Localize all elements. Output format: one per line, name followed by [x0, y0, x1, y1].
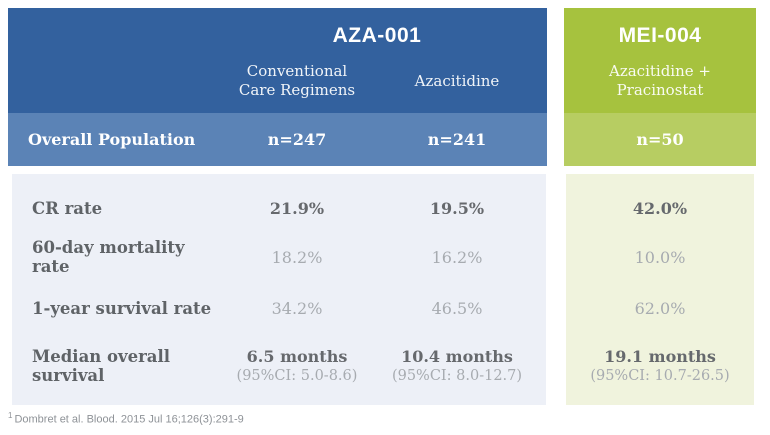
- column-header-line: Azacitidine +: [609, 62, 711, 80]
- value-main: 19.1 months: [604, 346, 716, 366]
- value-confidence-interval: (95%CI: 8.0-12.7): [391, 367, 523, 384]
- value-cell: 16.2%: [431, 247, 483, 267]
- column-header-line: Azacitidine: [414, 71, 500, 90]
- value-cell: 34.2%: [271, 298, 323, 318]
- column-header-line: Pracinostat: [616, 81, 704, 99]
- table-row-median-overall-survival: 19.1 months (95%CI: 10.7-26.5): [566, 334, 754, 398]
- mei-004-overall-population-row: n=50: [564, 113, 756, 166]
- column-header-line: Conventional: [246, 62, 348, 80]
- value-cell: 6.5 months (95%CI: 5.0-8.6): [217, 346, 377, 385]
- table-row-1-year-survival: 1-year survival rate 34.2% 46.5%: [12, 282, 546, 334]
- column-header-azacitidine-pracinostat: Azacitidine + Pracinostat: [564, 58, 756, 104]
- value-confidence-interval: (95%CI: 5.0-8.6): [236, 367, 358, 384]
- column-header-conventional-care-regimens: Conventional Care Regimens: [217, 58, 377, 104]
- n-value-azacitidine: n=241: [427, 130, 487, 149]
- table-row-cr-rate: CR rate 21.9% 19.5%: [12, 184, 546, 232]
- aza-001-data-panel: CR rate 21.9% 19.5% 60-day mortality rat…: [12, 174, 546, 405]
- footnote-text: Dombret et al. Blood. 2015 Jul 16;126(3)…: [14, 413, 244, 426]
- table-row-median-overall-survival: Median overall survival 6.5 months (95%C…: [12, 334, 546, 398]
- table-row-1-year-survival: 62.0%: [566, 282, 754, 334]
- n-value-conventional-care: n=247: [267, 130, 327, 149]
- value-cell: 21.9%: [269, 198, 325, 218]
- n-value-azacitidine-pracinostat: n=50: [636, 130, 684, 149]
- aza-001-overall-population-row: Overall Population n=247 n=241: [8, 113, 547, 166]
- mei-004-header-panel: MEI-004 Azacitidine + Pracinostat: [564, 8, 756, 113]
- value-main: 10.4 months: [401, 346, 513, 366]
- aza-001-header-panel: AZA-001 Conventional Care Regimens Azaci…: [8, 8, 547, 113]
- value-main: 6.5 months: [246, 346, 348, 366]
- row-label: 60-day mortality rate: [32, 238, 185, 276]
- aza-001-title: AZA-001: [332, 24, 422, 47]
- value-cell: 10.4 months (95%CI: 8.0-12.7): [377, 346, 537, 385]
- mei-004-title: MEI-004: [618, 24, 702, 47]
- table-row-cr-rate: 42.0%: [566, 184, 754, 232]
- footnote-marker: 1: [8, 411, 13, 420]
- value-cell: 46.5%: [431, 298, 483, 318]
- value-cell: 62.0%: [634, 298, 686, 318]
- row-label: Median overall survival: [32, 347, 171, 385]
- value-cell: 19.1 months (95%CI: 10.7-26.5): [566, 346, 754, 385]
- column-header-line: Care Regimens: [238, 81, 356, 99]
- citation-footnote: 1 Dombret et al. Blood. 2015 Jul 16;126(3…: [8, 411, 244, 426]
- value-cell: 10.0%: [634, 247, 686, 267]
- column-header-azacitidine: Azacitidine: [377, 58, 537, 104]
- overall-population-label: Overall Population: [28, 130, 196, 149]
- value-cell: 19.5%: [429, 198, 485, 218]
- value-confidence-interval: (95%CI: 10.7-26.5): [590, 367, 730, 384]
- row-label: 1-year survival rate: [32, 298, 212, 318]
- table-row-60-day-mortality: 60-day mortality rate 18.2% 16.2%: [12, 232, 546, 282]
- table-row-60-day-mortality: 10.0%: [566, 232, 754, 282]
- row-label: CR rate: [32, 198, 103, 218]
- value-cell: 18.2%: [271, 247, 323, 267]
- mei-004-data-panel: 42.0% 10.0% 62.0% 19.1 months (95%CI: 10…: [566, 174, 754, 405]
- value-cell: 42.0%: [632, 198, 688, 218]
